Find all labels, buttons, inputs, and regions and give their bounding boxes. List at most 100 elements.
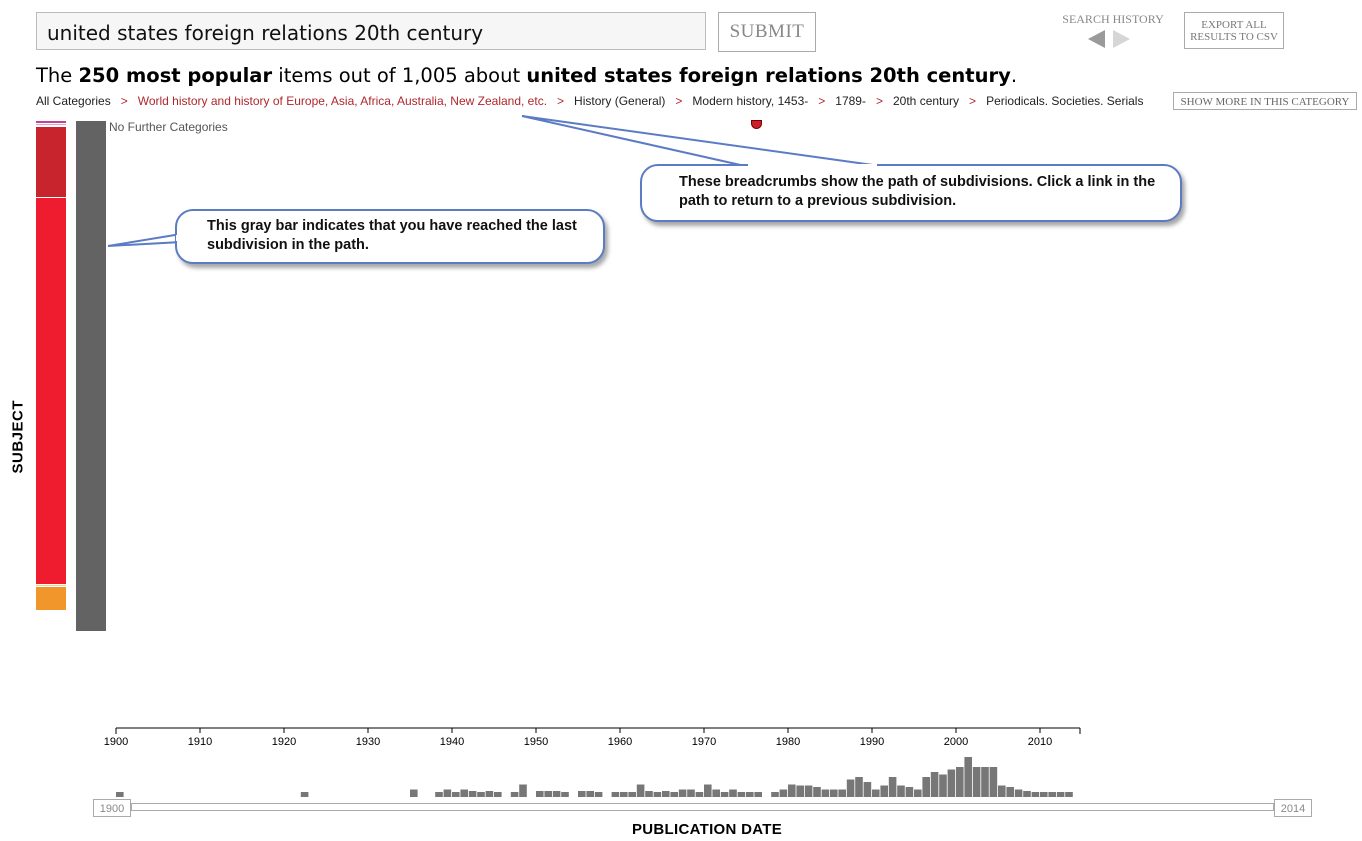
- histogram-bar[interactable]: [468, 791, 477, 797]
- histogram-bar[interactable]: [1031, 792, 1040, 797]
- histogram-bar[interactable]: [628, 792, 636, 797]
- histogram-bar[interactable]: [452, 792, 460, 797]
- histogram-bar[interactable]: [477, 792, 485, 797]
- histogram-bar[interactable]: [300, 792, 309, 797]
- histogram-bar[interactable]: [905, 787, 914, 797]
- histogram-bar[interactable]: [485, 791, 494, 797]
- histogram-bar[interactable]: [998, 785, 1006, 798]
- breadcrumb-1789[interactable]: 1789-: [835, 94, 866, 108]
- breadcrumb-modern-history[interactable]: Modern history, 1453-: [692, 94, 809, 108]
- headline-suffix: .: [1010, 64, 1018, 87]
- subject-segment-4[interactable]: [36, 198, 66, 584]
- histogram-bar[interactable]: [796, 785, 804, 798]
- histogram-bar[interactable]: [611, 792, 620, 797]
- histogram-bar[interactable]: [435, 792, 443, 797]
- subject-segment-0[interactable]: [36, 121, 66, 123]
- histogram-bar[interactable]: [897, 785, 905, 798]
- breadcrumb-periodicals[interactable]: Periodicals. Societies. Serials: [986, 94, 1144, 108]
- histogram-bar[interactable]: [746, 792, 754, 797]
- histogram-bar[interactable]: [804, 785, 813, 798]
- histogram-bar[interactable]: [930, 772, 939, 797]
- histogram-bar[interactable]: [788, 784, 796, 798]
- histogram-bar[interactable]: [544, 791, 552, 797]
- histogram-bar[interactable]: [410, 789, 418, 798]
- histogram-bar[interactable]: [1006, 787, 1014, 797]
- search-input[interactable]: united states foreign relations 20th cen…: [36, 12, 706, 50]
- histogram-bar[interactable]: [494, 792, 502, 797]
- histogram-bar[interactable]: [888, 777, 897, 797]
- headline-middle: items out of 1,005 about: [278, 64, 521, 87]
- publication-date-label: PUBLICATION DATE: [631, 821, 783, 838]
- histogram-bar[interactable]: [695, 792, 704, 797]
- histogram-bar[interactable]: [838, 789, 846, 798]
- histogram-bar[interactable]: [872, 789, 880, 798]
- histogram-bar[interactable]: [510, 792, 519, 797]
- histogram-bar[interactable]: [678, 789, 687, 798]
- histogram-bar[interactable]: [880, 785, 888, 798]
- submit-button[interactable]: SUBMIT: [718, 12, 816, 52]
- histogram-bar[interactable]: [830, 789, 838, 798]
- histogram-bar[interactable]: [552, 791, 561, 797]
- histogram-bar[interactable]: [922, 777, 930, 797]
- histogram-bar[interactable]: [1023, 791, 1031, 797]
- histogram-bar[interactable]: [1056, 792, 1065, 797]
- histogram-bar[interactable]: [720, 792, 729, 797]
- triangle-right-icon[interactable]: [1113, 30, 1130, 48]
- histogram-bar[interactable]: [771, 792, 779, 797]
- histogram-bar[interactable]: [636, 784, 645, 798]
- histogram-bar[interactable]: [1014, 789, 1023, 798]
- range-start-handle[interactable]: 1900: [93, 799, 131, 817]
- histogram-bar[interactable]: [813, 787, 821, 797]
- histogram-bar[interactable]: [729, 789, 737, 798]
- histogram-bar[interactable]: [712, 789, 720, 798]
- histogram-bar[interactable]: [443, 789, 452, 798]
- histogram-bar[interactable]: [779, 789, 788, 798]
- histogram-bar[interactable]: [939, 774, 947, 798]
- histogram-bar[interactable]: [561, 792, 569, 797]
- histogram-bar[interactable]: [846, 779, 855, 798]
- histogram-bar[interactable]: [737, 792, 746, 797]
- subject-segment-5[interactable]: [36, 585, 66, 586]
- histogram-bar[interactable]: [956, 767, 964, 797]
- histogram-bar[interactable]: [578, 791, 586, 797]
- histogram-bar[interactable]: [1065, 792, 1073, 797]
- breadcrumb-all-categories[interactable]: All Categories: [36, 94, 111, 108]
- breadcrumb-world-history[interactable]: World history and history of Europe, Asi…: [137, 94, 548, 108]
- histogram-bar[interactable]: [519, 784, 527, 798]
- export-csv-button[interactable]: EXPORT ALL RESULTS TO CSV: [1184, 12, 1284, 49]
- histogram-bar[interactable]: [989, 767, 998, 797]
- show-more-button[interactable]: SHOW MORE IN THIS CATEGORY: [1173, 92, 1357, 110]
- subject-segment-3[interactable]: [36, 127, 66, 197]
- subject-segment-1[interactable]: [36, 124, 66, 125]
- histogram-bar[interactable]: [460, 789, 468, 798]
- histogram-bar[interactable]: [1048, 792, 1056, 797]
- histogram-bar[interactable]: [981, 767, 989, 797]
- histogram-bar[interactable]: [594, 792, 603, 797]
- histogram-bar[interactable]: [653, 792, 662, 797]
- histogram-bar[interactable]: [704, 784, 712, 798]
- triangle-left-icon[interactable]: [1088, 30, 1105, 48]
- histogram-bar[interactable]: [964, 757, 972, 797]
- breadcrumb-20th-century[interactable]: 20th century: [893, 94, 960, 108]
- histogram-bar[interactable]: [821, 789, 830, 798]
- histogram-bar[interactable]: [645, 791, 653, 797]
- histogram-bar[interactable]: [536, 791, 544, 797]
- subject-segment-6[interactable]: [36, 587, 66, 610]
- histogram-bar[interactable]: [947, 769, 956, 798]
- breadcrumb-history-general[interactable]: History (General): [574, 94, 666, 108]
- histogram-bar[interactable]: [670, 792, 678, 797]
- histogram-bar[interactable]: [620, 792, 628, 797]
- timeline-tick-label: 1910: [188, 736, 212, 748]
- histogram-bar[interactable]: [914, 789, 922, 798]
- histogram-bar[interactable]: [116, 792, 124, 797]
- histogram-bar[interactable]: [855, 777, 863, 797]
- date-range-slider[interactable]: [131, 803, 1274, 811]
- histogram-bar[interactable]: [754, 792, 762, 797]
- histogram-bar[interactable]: [1040, 792, 1048, 797]
- histogram-bar[interactable]: [586, 791, 594, 797]
- histogram-bar[interactable]: [863, 782, 872, 797]
- histogram-bar[interactable]: [662, 791, 670, 797]
- histogram-bar[interactable]: [687, 789, 695, 798]
- histogram-bar[interactable]: [972, 767, 981, 797]
- range-end-handle[interactable]: 2014: [1274, 799, 1312, 817]
